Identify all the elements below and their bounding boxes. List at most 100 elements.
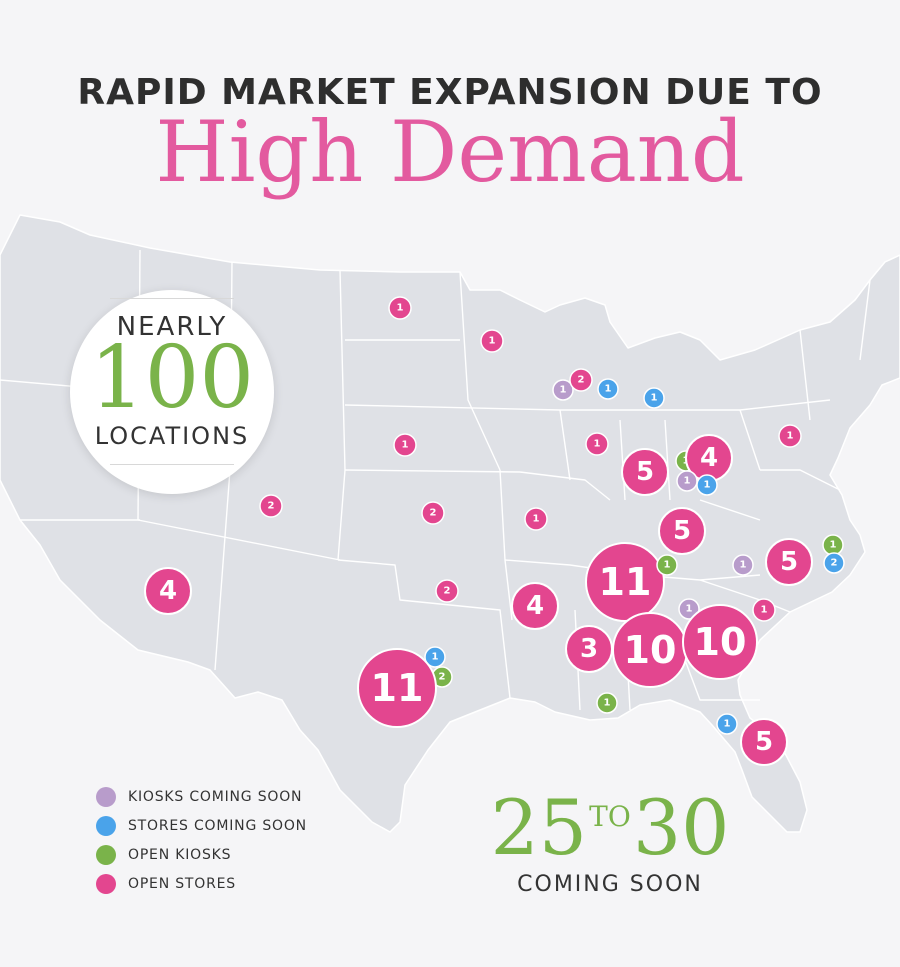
marker-circle bbox=[480, 329, 504, 353]
marker-count: 11 bbox=[599, 560, 652, 604]
marker-circle bbox=[552, 379, 574, 401]
marker-circle bbox=[823, 552, 845, 574]
badge-prefix: NEARLY bbox=[116, 312, 228, 342]
marker-circle bbox=[421, 501, 445, 525]
marker-count: 4 bbox=[700, 443, 718, 473]
marker-count: 1 bbox=[761, 605, 768, 616]
marker-circle bbox=[621, 448, 669, 496]
legend-swatch bbox=[96, 816, 116, 836]
marker-circle bbox=[569, 368, 593, 392]
marker-count: 1 bbox=[533, 514, 540, 525]
legend-label: KIOSKS COMING SOON bbox=[128, 789, 303, 805]
marker-circle bbox=[585, 432, 609, 456]
marker-kiosks-coming-soon: 1 bbox=[732, 554, 754, 576]
range-from: 25 bbox=[490, 783, 588, 872]
marker-count: 5 bbox=[780, 547, 798, 577]
marker-circle bbox=[596, 692, 618, 714]
legend-label: STORES COMING SOON bbox=[128, 818, 307, 834]
badge-divider-bottom bbox=[110, 464, 234, 465]
marker-count: 1 bbox=[605, 384, 612, 395]
marker-circle bbox=[435, 579, 459, 603]
marker-count: 1 bbox=[740, 560, 747, 571]
marker-count: 1 bbox=[724, 719, 731, 730]
marker-open-stores: 10 bbox=[612, 612, 688, 688]
marker-open-stores: 2 bbox=[421, 501, 445, 525]
marker-open-stores: 2 bbox=[435, 579, 459, 603]
marker-stores-coming-soon: 1 bbox=[716, 713, 738, 735]
marker-open-kiosks: 1 bbox=[656, 554, 678, 576]
marker-count: 5 bbox=[755, 727, 773, 757]
legend-label: OPEN STORES bbox=[128, 876, 236, 892]
marker-open-stores: 11 bbox=[357, 648, 437, 728]
marker-count: 1 bbox=[594, 439, 601, 450]
marker-open-stores: 1 bbox=[480, 329, 504, 353]
marker-open-kiosks: 1 bbox=[596, 692, 618, 714]
marker-circle bbox=[716, 713, 738, 735]
marker-count: 2 bbox=[578, 375, 585, 386]
marker-stores-coming-soon: 2 bbox=[823, 552, 845, 574]
marker-open-stores: 1 bbox=[778, 424, 802, 448]
marker-open-stores: 11 bbox=[585, 542, 665, 622]
badge-divider-top bbox=[110, 298, 234, 299]
marker-open-stores: 4 bbox=[685, 434, 733, 482]
marker-stores-coming-soon: 1 bbox=[696, 474, 718, 496]
marker-count: 4 bbox=[526, 591, 544, 621]
marker-open-stores: 3 bbox=[565, 625, 613, 673]
marker-count: 11 bbox=[371, 666, 424, 710]
marker-circle bbox=[259, 494, 283, 518]
coming-soon-range: 25TO30 bbox=[455, 790, 765, 866]
marker-kiosks-coming-soon: 1 bbox=[552, 379, 574, 401]
marker-count: 5 bbox=[673, 516, 691, 546]
marker-count: 1 bbox=[830, 540, 837, 551]
marker-stores-coming-soon: 1 bbox=[597, 378, 619, 400]
legend-swatch bbox=[96, 787, 116, 807]
range-to: 30 bbox=[632, 783, 730, 872]
marker-kiosks-coming-soon: 1 bbox=[676, 470, 698, 492]
marker-circle bbox=[144, 567, 192, 615]
marker-count: 10 bbox=[694, 620, 747, 664]
location-count-badge: NEARLY 100 LOCATIONS bbox=[70, 290, 274, 494]
marker-circle bbox=[732, 554, 754, 576]
headline-title: High Demand bbox=[155, 103, 745, 201]
marker-count: 3 bbox=[580, 634, 598, 664]
marker-count: 1 bbox=[684, 476, 691, 487]
marker-circle bbox=[388, 296, 412, 320]
badge-suffix: LOCATIONS bbox=[94, 422, 250, 450]
marker-stores-coming-soon: 1 bbox=[643, 387, 665, 409]
marker-circle bbox=[696, 474, 718, 496]
marker-open-stores: 2 bbox=[569, 368, 593, 392]
marker-circle bbox=[676, 470, 698, 492]
marker-count: 1 bbox=[604, 698, 611, 709]
marker-open-stores: 4 bbox=[511, 582, 559, 630]
marker-count: 5 bbox=[636, 457, 654, 487]
marker-count: 1 bbox=[560, 385, 567, 396]
marker-circle bbox=[740, 718, 788, 766]
marker-kiosks-coming-soon: 1 bbox=[678, 598, 700, 620]
headline-subtitle: RAPID MARKET EXPANSION DUE TO bbox=[77, 72, 823, 113]
marker-count: 2 bbox=[439, 672, 446, 683]
marker-circle bbox=[778, 424, 802, 448]
marker-circle bbox=[682, 604, 758, 680]
marker-count: 1 bbox=[651, 393, 658, 404]
marker-open-stores: 10 bbox=[682, 604, 758, 680]
legend-swatch bbox=[96, 845, 116, 865]
marker-count: 1 bbox=[402, 440, 409, 451]
marker-open-stores: 5 bbox=[765, 538, 813, 586]
location-markers: 1112111115141122151251424111113101012111… bbox=[144, 296, 845, 766]
marker-count: 2 bbox=[268, 501, 275, 512]
marker-circle bbox=[656, 554, 678, 576]
marker-circle bbox=[511, 582, 559, 630]
marker-count: 2 bbox=[444, 586, 451, 597]
marker-count: 10 bbox=[624, 628, 677, 672]
marker-count: 1 bbox=[787, 431, 794, 442]
marker-open-stores: 1 bbox=[388, 296, 412, 320]
range-to-word: TO bbox=[589, 800, 631, 833]
marker-circle bbox=[524, 507, 548, 531]
marker-stores-coming-soon: 1 bbox=[424, 646, 446, 668]
marker-open-stores: 1 bbox=[524, 507, 548, 531]
marker-open-stores: 1 bbox=[752, 598, 776, 622]
marker-open-stores: 1 bbox=[393, 433, 417, 457]
marker-count: 1 bbox=[686, 604, 693, 615]
marker-circle bbox=[658, 507, 706, 555]
marker-circle bbox=[597, 378, 619, 400]
